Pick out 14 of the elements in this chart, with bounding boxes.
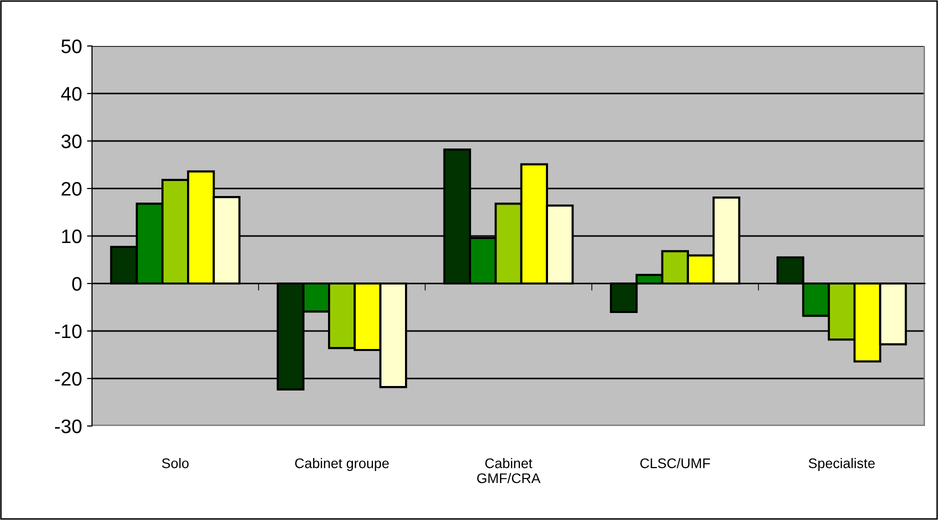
x-tick-label: Specialiste	[808, 458, 875, 471]
y-tick-label: 20	[62, 182, 82, 196]
x-tick-label: Cabinet groupe	[295, 458, 389, 471]
y-tick-label: 30	[61, 134, 82, 148]
y-tick-label: -10	[55, 324, 82, 338]
y-tick-label: -20	[55, 372, 82, 386]
y-tick-label: -30	[55, 419, 82, 434]
y-tick-label: 10	[62, 229, 82, 244]
x-tick-label: Cabinet GMF/CRA	[477, 458, 540, 484]
y-tick-label: 40	[61, 86, 82, 101]
x-tick-label: Solo	[162, 458, 189, 468]
y-tick-label: 50	[61, 39, 82, 54]
x-tick-label: CLSC/UMF	[640, 458, 710, 468]
y-tick-label: 0	[72, 276, 82, 291]
